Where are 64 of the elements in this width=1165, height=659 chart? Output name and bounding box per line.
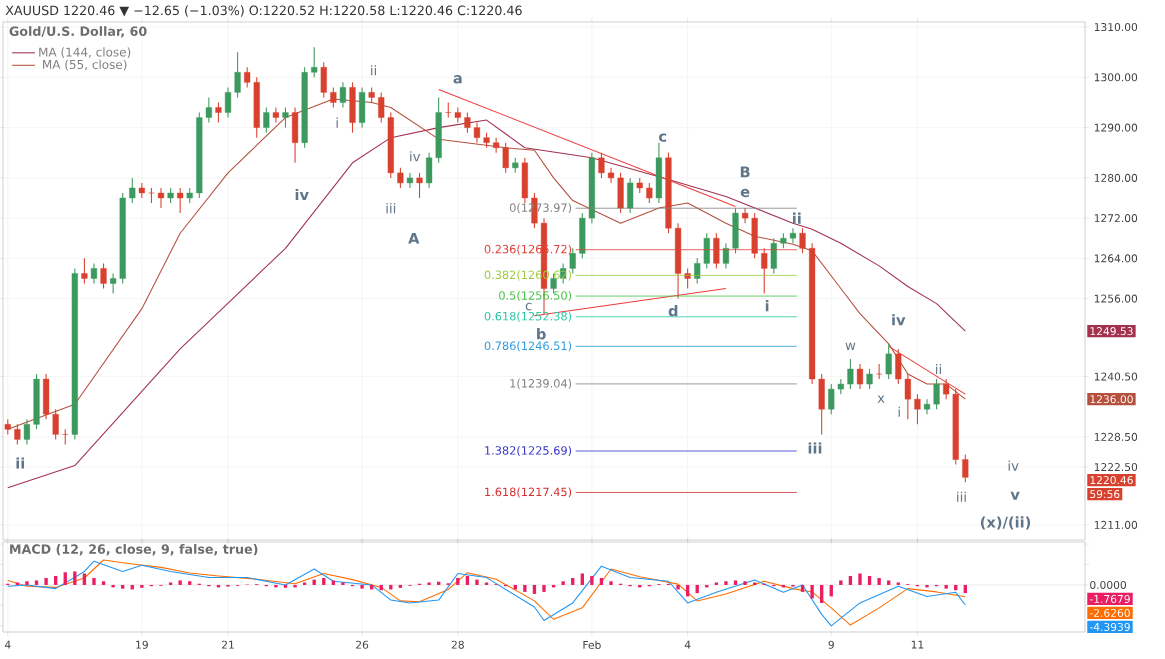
annotation: iv (410, 151, 421, 162)
annotation: b (537, 328, 546, 340)
annotation: B (740, 166, 750, 178)
annotation: ii (16, 457, 25, 469)
annotation: iii (386, 203, 396, 214)
text: 1220.46 (1090, 476, 1133, 485)
x-tick-label: 26 (356, 640, 369, 649)
y-tick-label: 1228.50 (1094, 432, 1138, 441)
y-tick-label: 1310.00 (1094, 22, 1138, 32)
annotation: c (659, 133, 667, 142)
y-tick-label: 1211.00 (1094, 520, 1138, 529)
annotation: a (453, 75, 462, 84)
y-tick-label: 1280.00 (1094, 173, 1138, 182)
chart-title: Gold/U.S. Dollar, 60 (9, 26, 147, 38)
legend-label: MA (55, close) (43, 59, 127, 71)
annotation: (x)/(ii) (980, 516, 1031, 530)
y-tick-label: 1290.00 (1094, 123, 1138, 132)
x-tick-label: 9 (828, 640, 834, 649)
annotation: i (765, 300, 769, 312)
x-tick-label: 11 (911, 640, 924, 649)
x-tick-label: 19 (136, 640, 148, 649)
y-tick-label: 1256.00 (1094, 294, 1138, 303)
x-tick-label: 28 (451, 640, 464, 649)
annotation: d (668, 304, 678, 317)
ref-line-label: 1.618(1217.45) (485, 487, 572, 498)
y-tick-label: 1272.00 (1094, 214, 1138, 223)
annotation: iv (1008, 460, 1019, 471)
annotation: ii (371, 65, 377, 76)
y-tick-label: 1240.50 (1094, 372, 1138, 381)
annotation: ii (936, 363, 941, 375)
ref-line-label: 1(1239.04) (510, 378, 572, 389)
ref-line-label: 0.786(1246.51) (484, 341, 572, 352)
annotation: A (408, 232, 420, 244)
annotation: iii (808, 442, 822, 454)
annotation: c (525, 302, 532, 311)
text: -2.6260 (1089, 608, 1130, 617)
annotation: iv (295, 188, 309, 201)
x-tick-label: 21 (222, 640, 234, 649)
y-tick-label: 1222.50 (1094, 463, 1138, 472)
annotation: iii (957, 491, 966, 502)
chart-title: MACD (12, 26, close, 9, false, true) (10, 544, 258, 556)
y-tick-label: 1300.00 (1094, 73, 1138, 82)
x-tick-label: 4 (4, 640, 11, 649)
annotation: e (740, 188, 750, 198)
annotation: v (1010, 491, 1020, 500)
legend-label: MA (144, close) (39, 47, 131, 58)
text: -1.7679 (1089, 594, 1130, 603)
annotation: w (845, 342, 856, 351)
y-tick-label: 1264.00 (1094, 254, 1138, 263)
text: 1249.53 (1090, 327, 1133, 336)
ref-line-label: 0.618(1252.38) (484, 311, 572, 322)
text: 59:56 (1090, 490, 1120, 499)
annotation: ii (793, 212, 801, 224)
annotation: iv (892, 314, 906, 326)
text: 1236.00 (1090, 395, 1133, 404)
ref-line-label: 1.382(1225.69) (485, 445, 572, 457)
x-tick-label: Feb (583, 640, 601, 649)
annotation: i (898, 406, 900, 417)
x-tick-label: 4 (684, 640, 691, 649)
text: -4.3939 (1089, 622, 1130, 631)
annotation: i (336, 117, 338, 128)
annotation: x (877, 395, 885, 403)
text: 0.0000 (1090, 580, 1127, 589)
chart-subtitle: XAUUSD 1220.46 ▼ −12.65 (−1.03%) O:1220.52 H:1220.58 L:1220.46 C:1220.46 (5, 5, 522, 17)
